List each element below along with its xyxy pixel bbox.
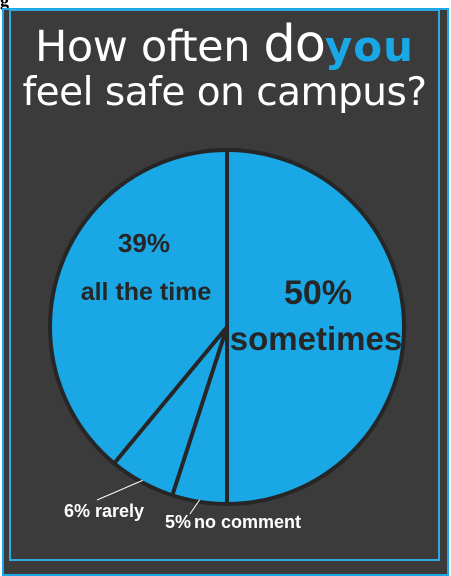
data-label-sometimes-name: sometimes [230, 320, 402, 357]
panel-inner-border [9, 9, 440, 561]
pie-slice-all-the-time [50, 150, 227, 464]
pie-outline [48, 148, 406, 506]
pie-divider-3 [112, 325, 229, 466]
data-label-no-comment: 5% no comment [165, 512, 301, 532]
data-label-rarely-pct: 6% [64, 501, 90, 521]
pie-divider-2 [170, 325, 229, 498]
leader-line-rarely [96, 479, 143, 501]
leader-line-no-comment [189, 499, 201, 515]
data-label-no-comment-name: no comment [194, 512, 301, 532]
data-label-rarely: 6% rarely [64, 501, 144, 521]
leader-lines [96, 479, 201, 515]
chart-title-line-2: feel safe on campus? [22, 70, 427, 115]
pie-slice-sometimes [227, 150, 404, 504]
pie-dividers [48, 148, 406, 506]
cropped-heading-fragment: g [0, 0, 9, 10]
data-label-all-the-time-name: all the time [81, 278, 212, 306]
data-label-sometimes-pct: 50% [284, 274, 352, 312]
data-label-no-comment-pct: 5% [165, 512, 191, 532]
title-how-often: How often [34, 22, 264, 72]
data-label-all-the-time-pct: 39% [118, 228, 170, 258]
title-do: do [263, 15, 326, 74]
chart-title: How often doyou feel safe on campus? [13, 19, 436, 112]
chart-title-line-1: How often doyou [13, 19, 436, 70]
title-you: you [324, 22, 415, 71]
pie-slice-rarely [114, 327, 227, 496]
data-label-rarely-name: rarely [95, 501, 144, 521]
